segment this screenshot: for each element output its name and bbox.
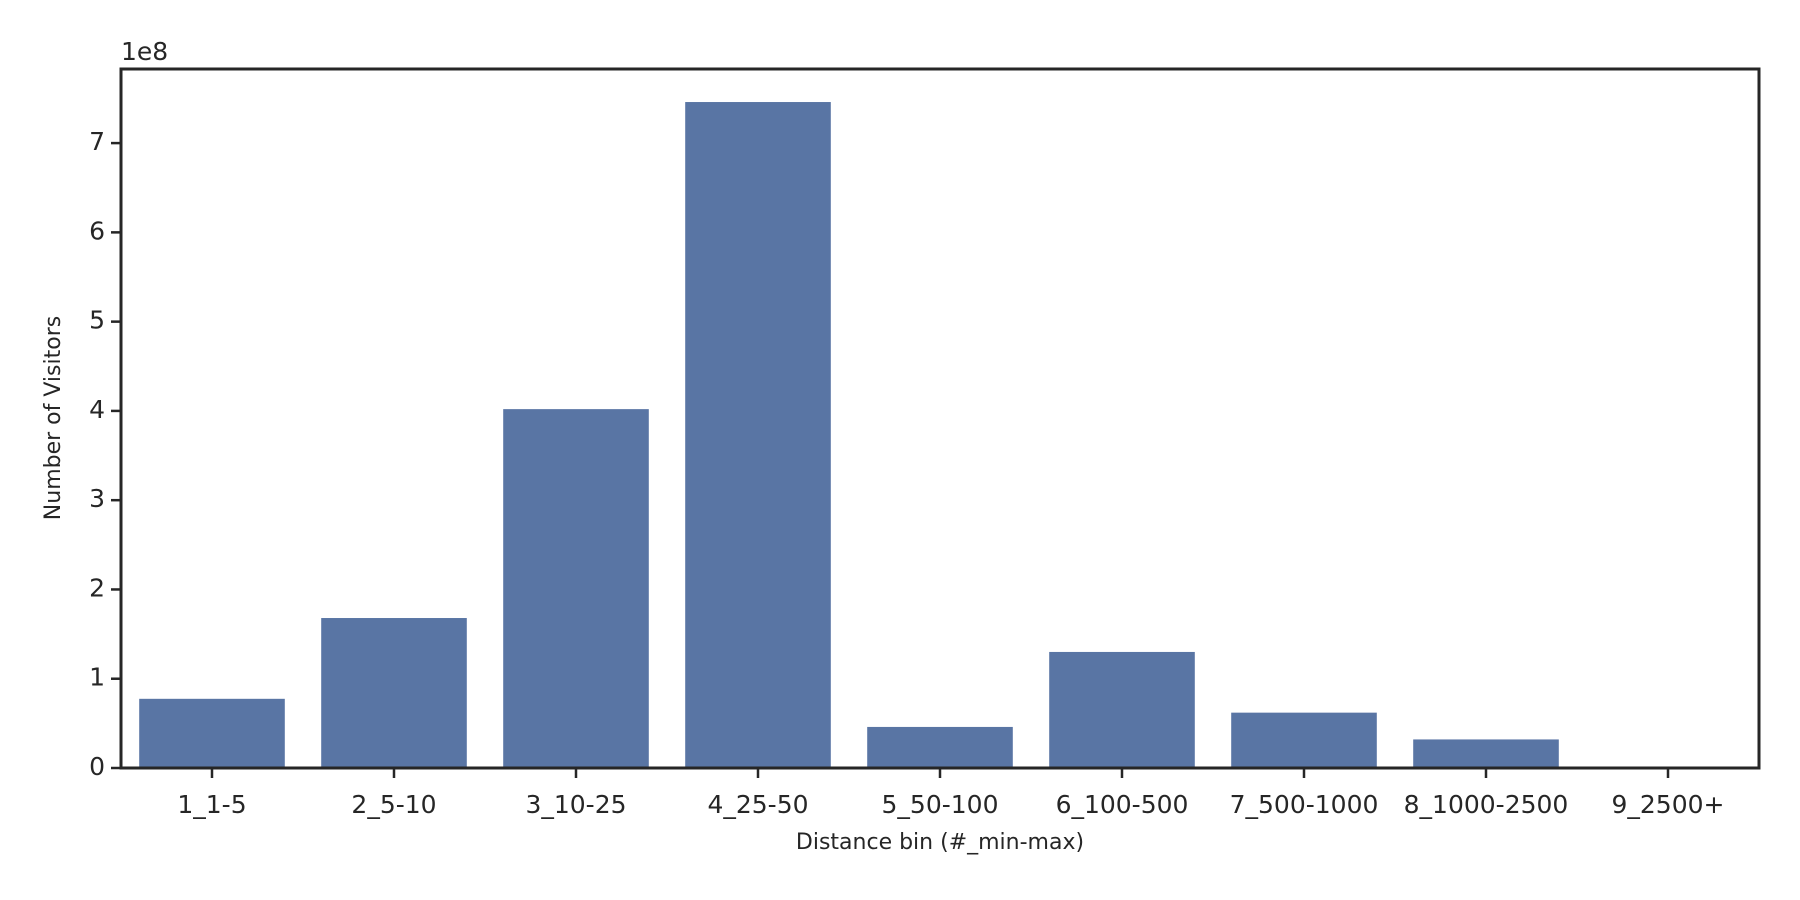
bar — [685, 102, 831, 769]
x-tick-label: 1_1-5 — [177, 790, 246, 819]
y-offset-label: 1e8 — [121, 37, 168, 66]
y-tick-label: 2 — [89, 573, 105, 602]
y-tick-label: 0 — [89, 752, 105, 781]
y-tick-label: 5 — [89, 306, 105, 335]
y-axis-label: Number of Visitors — [41, 316, 66, 520]
x-tick-label: 2_5-10 — [351, 790, 436, 819]
x-tick-label: 8_1000-2500 — [1404, 790, 1569, 819]
bar — [1231, 712, 1377, 768]
y-tick-label: 6 — [89, 216, 105, 245]
bar — [1413, 739, 1559, 768]
x-tick-label: 7_500-1000 — [1230, 790, 1379, 819]
x-tick-label: 9_2500+ — [1612, 790, 1725, 819]
y-tick-label: 4 — [89, 395, 105, 424]
bar — [867, 726, 1013, 768]
x-axis-label: Distance bin (#_min-max) — [796, 830, 1084, 855]
y-tick-label: 1 — [89, 663, 105, 692]
x-tick-label: 4_25-50 — [707, 790, 808, 819]
bar — [139, 698, 285, 768]
x-tick-label: 6_100-500 — [1056, 790, 1189, 819]
bar — [1049, 651, 1195, 768]
x-tick-label: 5_50-100 — [882, 790, 999, 819]
bar — [321, 618, 467, 768]
bar — [503, 409, 649, 768]
plot-frame — [119, 67, 1761, 770]
y-tick-label: 7 — [89, 127, 105, 156]
x-tick-label: 3_10-25 — [525, 790, 626, 819]
y-tick-label: 3 — [89, 484, 105, 513]
